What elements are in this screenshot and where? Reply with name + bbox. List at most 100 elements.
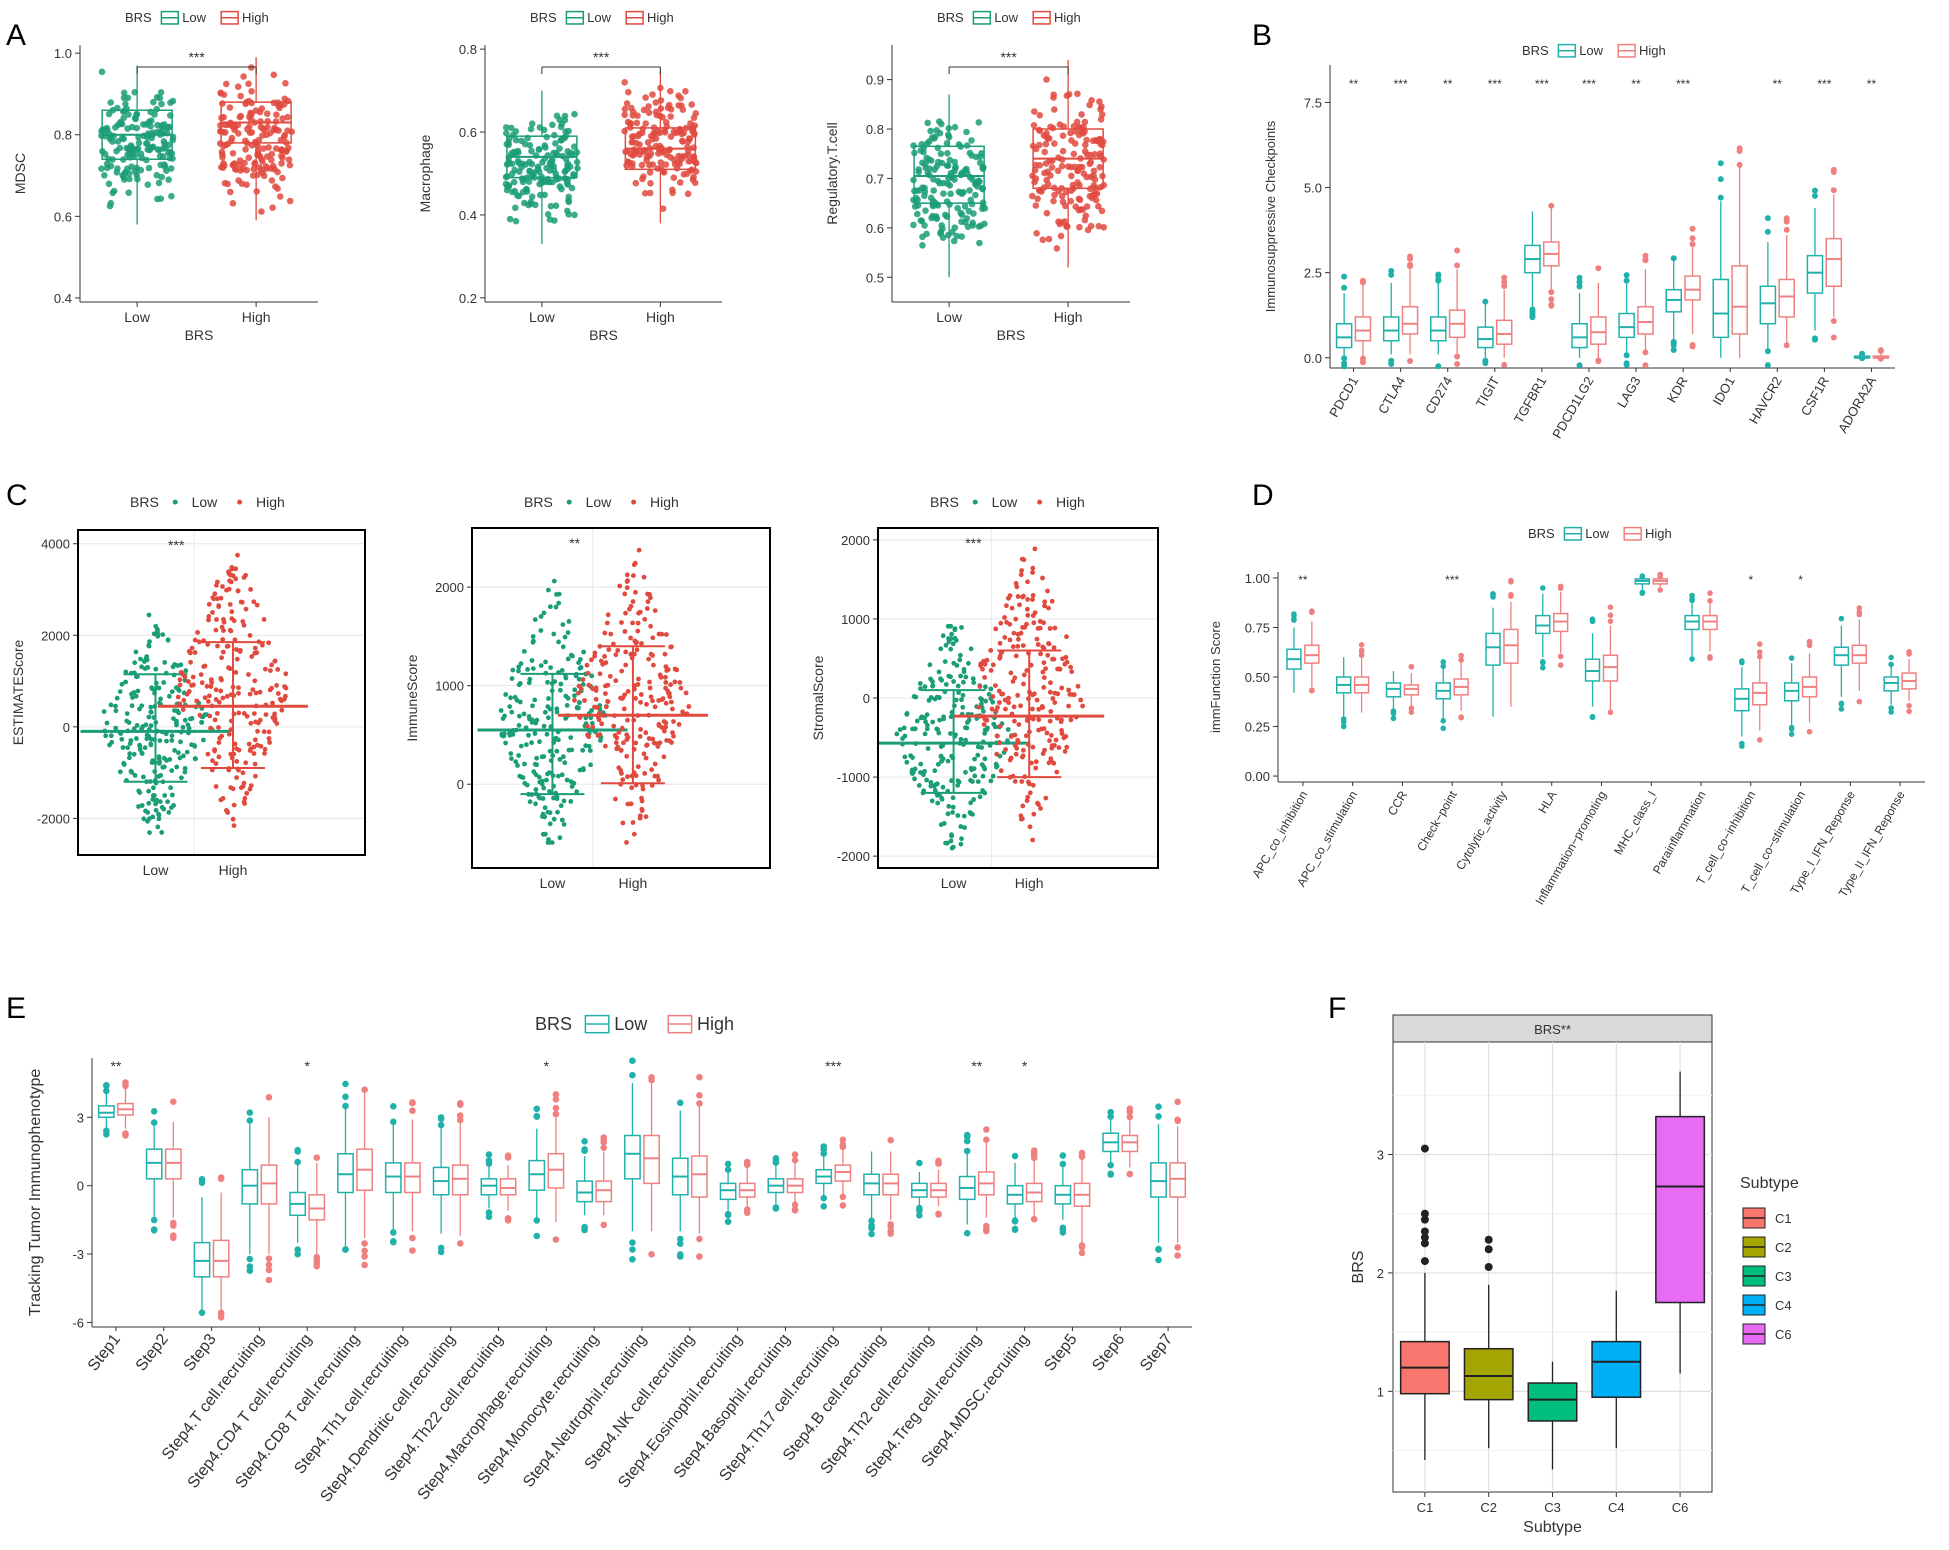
data-point <box>517 699 523 705</box>
outlier-point <box>456 1240 464 1247</box>
outlier-point <box>1576 362 1583 369</box>
y-axis-title: Regulatory.T.cell <box>824 122 840 224</box>
data-point <box>675 102 682 109</box>
data-point <box>988 686 994 692</box>
data-point <box>1027 824 1033 830</box>
data-point <box>1046 641 1051 646</box>
data-point <box>1025 612 1031 618</box>
data-point <box>676 722 682 727</box>
data-point <box>1015 643 1021 649</box>
data-point <box>1058 162 1066 170</box>
outlier-point <box>1482 360 1489 367</box>
data-point <box>220 695 226 701</box>
outlier-point <box>1756 737 1763 743</box>
data-point <box>977 222 985 229</box>
data-point <box>568 735 574 740</box>
data-point <box>534 755 539 761</box>
data-point <box>177 755 183 761</box>
data-point <box>541 610 547 616</box>
data-point <box>625 801 631 807</box>
data-point <box>509 131 517 139</box>
data-point <box>1056 666 1061 672</box>
data-point <box>166 810 172 815</box>
data-point <box>512 694 518 700</box>
outlier-point <box>1906 708 1912 715</box>
outlier-point <box>1717 176 1724 183</box>
box-c4-box <box>1591 1340 1642 1399</box>
box-low-box <box>1150 1162 1167 1198</box>
data-point <box>933 127 940 134</box>
outlier-point <box>1440 725 1447 732</box>
data-point <box>1061 735 1067 741</box>
data-point <box>503 740 508 746</box>
data-point <box>1100 224 1108 231</box>
outlier-point <box>1501 274 1508 281</box>
data-point <box>628 163 636 170</box>
data-point <box>982 675 987 680</box>
data-point <box>178 662 184 668</box>
data-point <box>191 743 197 748</box>
y-tick-label: 2 <box>1377 1266 1384 1281</box>
x-tick-label: Cytolytic_activity <box>1453 789 1509 873</box>
data-point <box>154 146 162 153</box>
data-point <box>516 682 522 688</box>
data-point <box>143 140 150 147</box>
data-point <box>263 666 268 672</box>
y-tick-label: 0.8 <box>866 122 884 137</box>
outlier-point <box>1155 1246 1162 1253</box>
data-point <box>1030 782 1036 788</box>
data-point <box>243 181 250 188</box>
data-point <box>510 667 516 673</box>
outlier-point <box>696 1073 703 1081</box>
legend-title: BRS <box>530 10 557 25</box>
data-point <box>571 211 578 219</box>
box-high-box <box>1637 305 1654 335</box>
outlier-point <box>1642 349 1649 356</box>
data-point <box>169 733 175 739</box>
data-point <box>923 154 930 162</box>
data-point <box>585 732 590 738</box>
data-point <box>590 720 595 726</box>
data-point <box>539 159 546 166</box>
data-point <box>234 656 240 662</box>
data-point <box>998 723 1003 729</box>
data-point <box>585 670 591 676</box>
data-point <box>619 668 625 674</box>
data-point <box>205 751 211 757</box>
data-point <box>544 211 552 218</box>
significance-label: * <box>304 1058 310 1074</box>
outlier-point <box>1458 714 1464 720</box>
box-low-box <box>1759 285 1777 325</box>
data-point <box>533 801 538 807</box>
data-point <box>1062 202 1069 210</box>
data-point <box>102 126 109 134</box>
data-point <box>230 160 238 168</box>
data-point <box>147 639 152 644</box>
data-point <box>958 652 963 658</box>
outlier-point <box>1454 247 1461 254</box>
data-point <box>944 131 952 139</box>
data-point <box>972 180 979 187</box>
data-point <box>532 697 538 703</box>
data-point <box>1042 599 1048 605</box>
data-point <box>918 761 924 767</box>
data-point <box>107 199 115 207</box>
data-point <box>248 783 254 788</box>
data-point <box>266 736 272 741</box>
data-point <box>148 742 154 748</box>
outlier-point <box>791 1151 799 1158</box>
data-point <box>1000 691 1006 697</box>
data-point <box>941 821 947 826</box>
data-point <box>538 614 544 619</box>
outlier-point <box>294 1250 301 1258</box>
data-point <box>218 688 224 694</box>
outlier-point <box>1888 661 1894 668</box>
data-point <box>1068 717 1074 723</box>
y-tick-label: 0 <box>77 1179 84 1194</box>
data-point <box>518 137 525 145</box>
data-point <box>625 774 630 780</box>
data-point <box>263 712 269 717</box>
data-point <box>132 773 138 778</box>
outlier-point <box>1736 145 1743 152</box>
data-point <box>186 649 192 654</box>
